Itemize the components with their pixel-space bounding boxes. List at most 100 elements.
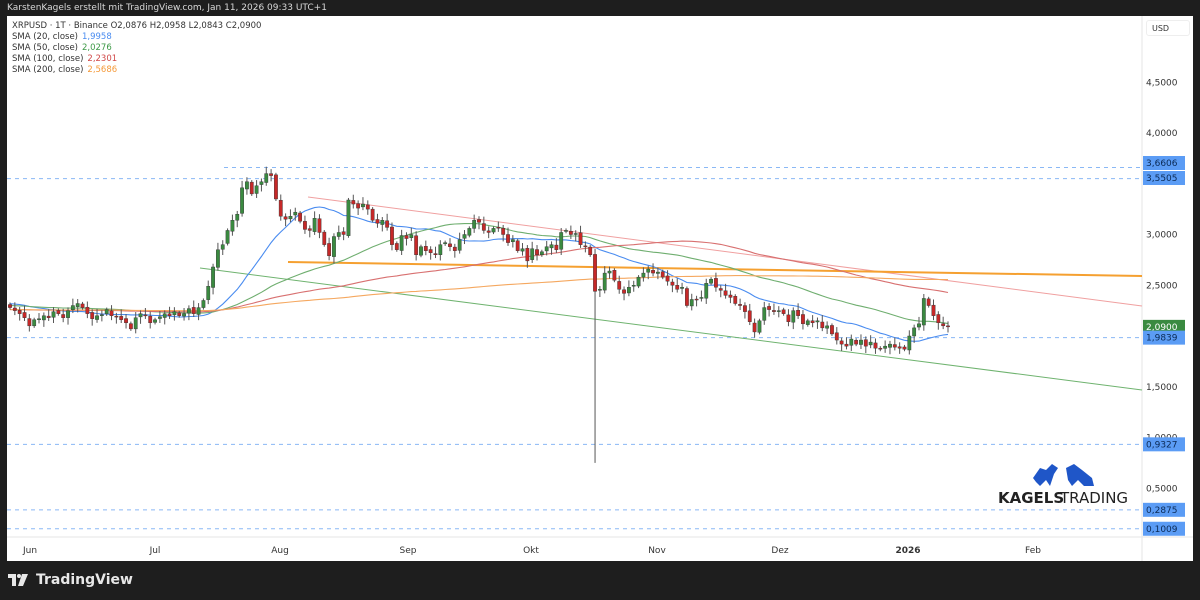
candle — [844, 337, 849, 350]
currency-label[interactable]: USD — [1146, 20, 1190, 36]
tradingview-footer: TradingView — [8, 570, 133, 590]
sma-50-legend[interactable]: SMA (50, close) 2,0276 — [12, 43, 261, 54]
candle — [849, 334, 854, 352]
candle — [689, 293, 694, 311]
candle — [602, 266, 607, 294]
candle — [665, 270, 670, 286]
candle — [593, 248, 597, 463]
candle — [317, 214, 322, 239]
candle — [385, 213, 390, 231]
price-tick: 3,0000 — [1146, 231, 1178, 241]
attribution-header: KarstenKagels erstellt mit TradingView.c… — [7, 3, 327, 13]
lower-trendline[interactable] — [199, 267, 1143, 391]
svg-text:0,1009: 0,1009 — [1146, 525, 1178, 535]
candle — [187, 305, 191, 321]
sma-200-legend[interactable]: SMA (200, close) 2,5686 — [12, 65, 261, 76]
sma-50-line[interactable] — [9, 223, 949, 325]
price-badge[interactable]: 0,2875 — [1143, 502, 1185, 517]
candle — [646, 265, 651, 280]
candle — [660, 269, 665, 280]
candle — [825, 321, 830, 334]
candle — [641, 267, 646, 282]
candle — [433, 246, 438, 259]
sma-100-line[interactable] — [10, 240, 949, 313]
candle — [283, 213, 288, 227]
candle — [936, 311, 941, 330]
candle — [346, 197, 351, 238]
candle — [41, 312, 46, 327]
candle — [191, 300, 196, 317]
candle — [380, 217, 385, 232]
time-tick: Feb — [1025, 546, 1041, 556]
candle — [757, 318, 762, 335]
candle — [583, 241, 588, 253]
candle — [897, 342, 902, 354]
price-badge[interactable]: 3,5505 — [1143, 171, 1185, 185]
candle — [404, 232, 409, 246]
sma-100-label: SMA (100, close) — [12, 54, 84, 64]
candle — [216, 242, 220, 271]
sma-20-value: 1,9958 — [82, 32, 112, 42]
svg-text:0,2875: 0,2875 — [1146, 506, 1178, 516]
candle — [201, 298, 206, 310]
time-tick: Sep — [400, 546, 417, 556]
candle — [211, 263, 215, 295]
candle — [172, 307, 177, 321]
svg-text:3,5505: 3,5505 — [1146, 174, 1178, 184]
candle — [249, 180, 254, 196]
candle — [51, 307, 56, 324]
candle — [752, 318, 757, 338]
sma-200-line[interactable] — [10, 275, 948, 312]
candle — [312, 211, 317, 235]
candle — [46, 309, 51, 321]
time-tick: Jun — [22, 546, 37, 556]
candle — [651, 263, 655, 277]
candle — [274, 172, 278, 202]
candle — [854, 338, 859, 347]
candle — [303, 215, 307, 234]
time-tick: Jul — [149, 546, 161, 556]
candle — [515, 238, 520, 253]
candle — [946, 321, 950, 333]
candle — [148, 311, 153, 329]
candle — [167, 306, 172, 319]
candle — [486, 226, 491, 239]
candle — [791, 307, 796, 330]
candle — [776, 306, 781, 318]
candle — [805, 318, 810, 327]
candle — [626, 280, 631, 297]
sma-100-legend[interactable]: SMA (100, close) 2,2301 — [12, 54, 261, 65]
upper-trendline[interactable] — [307, 196, 1143, 307]
candle — [926, 296, 931, 308]
candle — [443, 240, 448, 246]
support-resistance-line[interactable] — [287, 261, 1143, 277]
candle — [597, 286, 602, 298]
candle — [670, 278, 675, 293]
candle — [56, 308, 61, 316]
price-badge[interactable]: 3,6606 — [1143, 156, 1185, 170]
candle — [332, 233, 336, 264]
sma-20-legend[interactable]: SMA (20, close) 1,9958 — [12, 32, 261, 43]
candle — [578, 225, 583, 248]
candle — [815, 317, 820, 329]
candle — [8, 302, 12, 310]
candle — [240, 180, 244, 217]
candle — [873, 338, 878, 354]
candle — [138, 310, 143, 324]
candle — [336, 225, 341, 240]
candle — [481, 216, 486, 234]
price-badge[interactable]: 0,9327 — [1143, 437, 1185, 452]
price-badge[interactable]: 1,9839 — [1143, 330, 1185, 345]
price-badge[interactable]: 0,1009 — [1143, 521, 1185, 536]
candle — [157, 311, 162, 324]
symbol-ohlc-line: XRPUSD · 1T · Binance O2,0876 H2,0958 L2… — [12, 21, 262, 31]
candle — [462, 230, 467, 245]
sma-100-value: 2,2301 — [87, 54, 118, 64]
candle — [254, 180, 259, 198]
svg-text:0,9327: 0,9327 — [1146, 440, 1178, 450]
bear-icon — [1066, 464, 1094, 486]
price-badge[interactable]: 2,0900 — [1143, 319, 1185, 334]
sma-200-value: 2,5686 — [87, 65, 118, 75]
